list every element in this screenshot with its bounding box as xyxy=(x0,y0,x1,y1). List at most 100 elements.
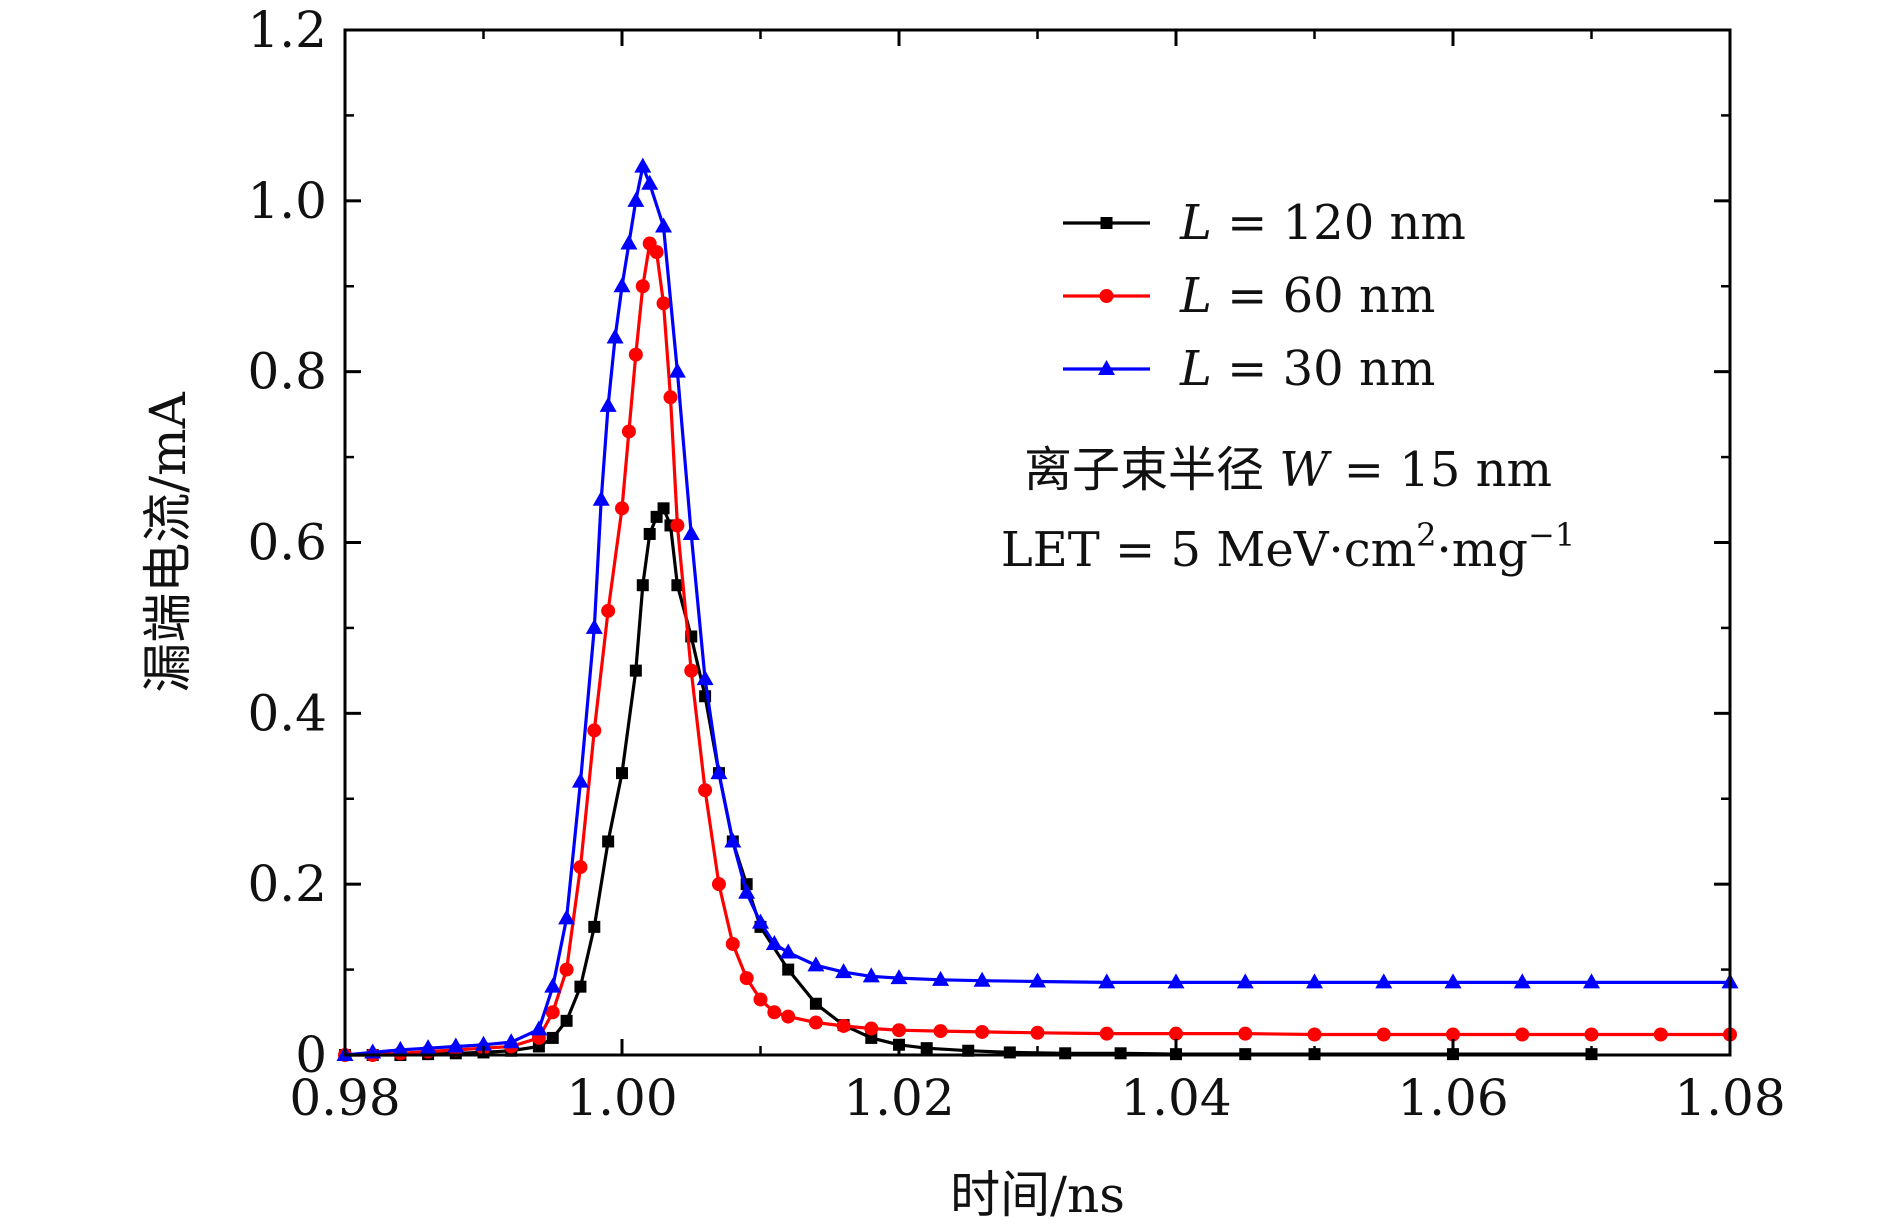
data-point xyxy=(1513,973,1531,989)
data-point xyxy=(1098,973,1116,989)
tick-layer: 0.98 1.00 1.02 1.04 1.06 1.08 0 0.2 0.4 0.6 0.8 1.0… xyxy=(247,1,1785,1127)
legend-marker xyxy=(1099,289,1114,303)
data-point xyxy=(616,767,628,780)
data-point xyxy=(1375,973,1393,989)
annotation: 离子束半径 W = 15 nm LET = 5 MeV·cm2·mg−1 xyxy=(1001,442,1575,578)
data-point xyxy=(391,1040,409,1056)
data-point xyxy=(698,783,713,798)
data-point xyxy=(711,877,726,892)
data-point xyxy=(588,920,601,933)
data-point xyxy=(781,1009,796,1024)
data-point xyxy=(574,980,587,993)
data-point xyxy=(835,963,853,979)
data-point xyxy=(1583,973,1600,989)
legend-label: L = 30 nm xyxy=(1179,341,1435,397)
y-tick-label: 0.8 xyxy=(247,343,327,401)
y-tick-label: 0.6 xyxy=(247,514,327,572)
data-point xyxy=(559,962,574,977)
x-tick-label: 0.98 xyxy=(289,1069,400,1127)
data-point xyxy=(1444,973,1462,989)
data-point xyxy=(585,618,603,634)
data-point xyxy=(1167,973,1185,989)
data-point xyxy=(602,835,615,848)
data-point xyxy=(1238,1026,1253,1041)
data-point xyxy=(932,970,950,986)
data-point xyxy=(546,1031,559,1044)
x-tick-label: 1.02 xyxy=(843,1069,954,1127)
y-tick-label: 0.4 xyxy=(247,684,327,742)
data-point xyxy=(933,1024,948,1039)
x-tick-label: 1.04 xyxy=(1120,1069,1231,1127)
y-tick-label: 1.2 xyxy=(247,1,327,59)
data-point xyxy=(592,490,610,506)
annotation-line-1: 离子束半径 W = 15 nm xyxy=(1024,442,1552,498)
data-point xyxy=(1029,972,1046,988)
legend: L = 120 nm L = 60 nm L = 30 nm xyxy=(1063,195,1466,397)
data-point xyxy=(615,501,629,516)
data-point xyxy=(1653,1027,1668,1042)
data-point xyxy=(1515,1027,1530,1042)
data-point xyxy=(655,217,673,233)
x-axis-title: 时间/ns xyxy=(950,1166,1125,1224)
legend-item-1: L = 120 nm xyxy=(1063,195,1466,251)
data-point xyxy=(606,328,624,344)
data-point xyxy=(862,967,880,983)
data-point xyxy=(601,603,616,618)
data-point xyxy=(671,579,684,592)
data-point xyxy=(807,956,825,972)
data-point xyxy=(670,518,685,533)
legend-item-2: L = 60 nm xyxy=(1063,268,1435,324)
x-tick-label: 1.00 xyxy=(566,1069,677,1127)
plot-background xyxy=(345,30,1730,1055)
data-point xyxy=(779,943,797,959)
series-line xyxy=(344,165,1730,1057)
data-point xyxy=(628,347,643,362)
data-point xyxy=(1376,1027,1391,1042)
data-point xyxy=(643,527,656,540)
data-point xyxy=(560,1014,573,1027)
data-point xyxy=(975,1024,990,1039)
data-point xyxy=(419,1039,437,1055)
legend-label: L = 60 nm xyxy=(1179,268,1435,324)
data-point xyxy=(724,832,742,848)
data-point xyxy=(544,977,562,993)
series-layer xyxy=(336,157,1739,1062)
data-point xyxy=(1099,1026,1114,1041)
data-point xyxy=(1307,1027,1322,1042)
data-point xyxy=(890,969,908,985)
data-point xyxy=(475,1035,492,1051)
data-point xyxy=(808,1015,823,1030)
y-tick-label: 1.0 xyxy=(247,172,327,230)
legend-item-3: L = 30 nm xyxy=(1063,341,1435,397)
data-point xyxy=(599,396,617,412)
data-point xyxy=(1446,1027,1460,1042)
series-3 xyxy=(336,157,1739,1061)
data-point xyxy=(765,934,783,950)
y-tick-label: 0.2 xyxy=(247,855,327,913)
data-point xyxy=(587,723,602,738)
data-point xyxy=(752,913,769,929)
series-2 xyxy=(338,236,1737,1062)
data-point xyxy=(1059,1047,1072,1060)
data-point xyxy=(892,1023,906,1038)
data-point xyxy=(1003,1046,1016,1059)
data-point xyxy=(864,1021,879,1036)
data-point xyxy=(571,772,589,788)
data-point xyxy=(656,296,671,311)
data-point xyxy=(710,764,728,780)
y-tick-label: 0 xyxy=(295,1026,327,1084)
data-point xyxy=(447,1037,465,1053)
data-point xyxy=(696,670,714,686)
data-point xyxy=(684,663,699,678)
data-point xyxy=(620,234,638,250)
data-point xyxy=(1306,973,1323,989)
x-tick-label: 1.06 xyxy=(1397,1069,1508,1127)
data-point xyxy=(613,277,631,293)
data-point xyxy=(636,579,649,592)
data-point xyxy=(767,1005,782,1020)
data-point xyxy=(530,1020,548,1036)
data-point xyxy=(725,936,740,951)
data-point xyxy=(545,1005,560,1020)
data-point xyxy=(1114,1047,1127,1060)
